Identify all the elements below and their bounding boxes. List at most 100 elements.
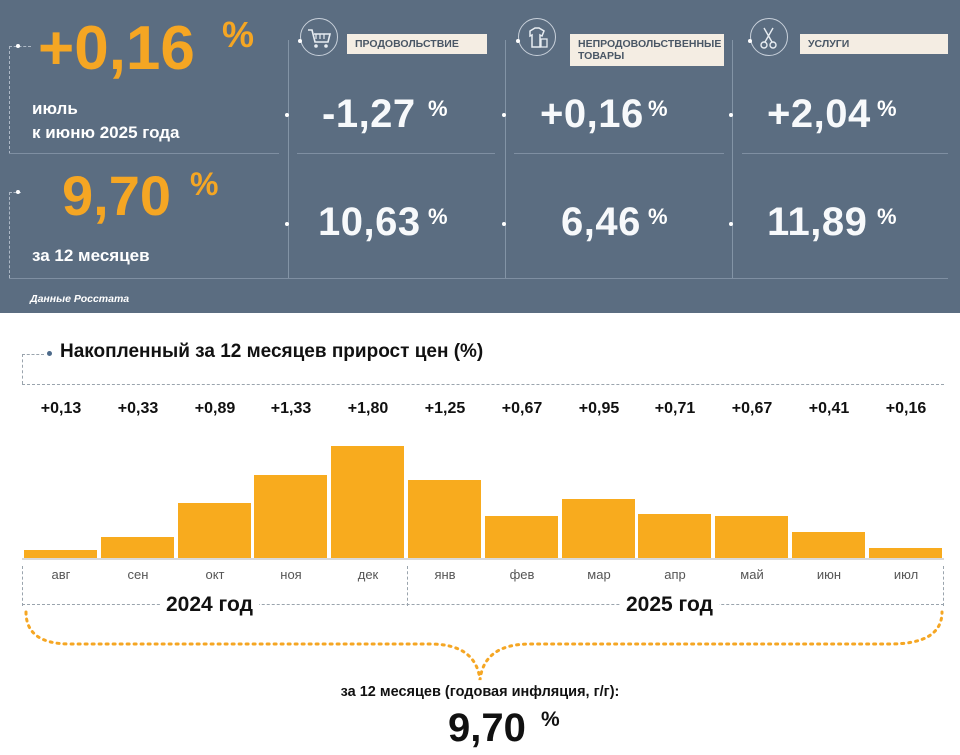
year-divider (407, 566, 408, 606)
inflation-summary-panel: +0,16 % июль к июню 2025 года 9,70 % за … (0, 0, 960, 313)
bar-мар (562, 499, 635, 558)
year-label-2024: 2024 год (160, 593, 259, 617)
services-monthly-unit: % (877, 96, 897, 121)
category-label-nonfood: НЕПРОДОВОЛЬСТВЕННЫЕ ТОВАРЫ (570, 34, 724, 66)
bullet-dot (729, 113, 733, 117)
month-label: янв (434, 567, 456, 582)
food-monthly-value: -1,27 (322, 92, 416, 136)
category-label-food: ПРОДОВОЛЬСТВИЕ (347, 34, 487, 54)
shopping-cart-icon (300, 18, 338, 56)
column-divider (505, 40, 506, 278)
value-label: +0,41 (808, 400, 850, 417)
bullet-dot (502, 222, 506, 226)
value-label: +0,33 (117, 400, 159, 417)
annual-label: за 12 месяцев (32, 246, 150, 265)
bar-фев (485, 516, 558, 558)
row-divider (9, 153, 279, 154)
title-connector (22, 354, 44, 355)
services-monthly-value: +2,04 (767, 92, 871, 136)
bar-окт (178, 503, 251, 558)
food-annual-unit: % (428, 204, 448, 229)
year-label-2025: 2025 год (620, 593, 719, 617)
category-label-services: УСЛУГИ (800, 34, 948, 54)
annual-inflation-unit: % (190, 166, 219, 202)
value-label: +0,95 (578, 400, 620, 417)
nonfood-monthly-value: +0,16 (540, 92, 644, 136)
month-label: авг (51, 567, 71, 582)
connector-line (9, 46, 31, 47)
services-annual-unit: % (877, 204, 897, 229)
row-divider (514, 153, 724, 154)
column-divider (288, 40, 289, 278)
bullet-dot (748, 39, 752, 43)
month-label: сен (127, 567, 149, 582)
month-label: ноя (280, 567, 302, 582)
summary-value: 9,70 (448, 706, 526, 750)
services-annual-value: 11,89 (767, 200, 868, 244)
bar-июл (869, 548, 942, 558)
food-monthly-unit: % (428, 96, 448, 121)
title-underline (22, 384, 944, 385)
clothes-icon (518, 18, 556, 56)
bar-янв (408, 480, 481, 558)
monthly-label-line2: к июню 2025 года (32, 123, 180, 142)
chart-baseline (22, 558, 944, 560)
nonfood-monthly-unit: % (648, 96, 668, 121)
column-divider (732, 40, 733, 278)
connector-line (9, 46, 10, 154)
nonfood-annual-value: 6,46 (561, 200, 641, 244)
axis-tick (943, 566, 944, 606)
bar-июн (792, 532, 865, 558)
value-label: +1,80 (347, 400, 389, 417)
connector-line (9, 192, 10, 278)
value-label: +0,89 (194, 400, 236, 417)
connector-line (9, 192, 21, 193)
month-label: фев (509, 567, 535, 582)
bar-дек (331, 446, 404, 558)
bullet-dot (516, 39, 520, 43)
value-label: +0,13 (40, 400, 82, 417)
nonfood-annual-unit: % (648, 204, 668, 229)
month-label: июн (816, 567, 842, 582)
year-axis-line (22, 604, 944, 605)
bullet-dot (285, 113, 289, 117)
bar-авг (24, 550, 97, 558)
month-label: дек (357, 567, 379, 582)
bar-сен (101, 537, 174, 558)
month-label: мар (587, 567, 611, 582)
chart-title: Накопленный за 12 месяцев прирост цен (%… (60, 341, 484, 362)
summary-brace (24, 610, 944, 681)
month-label: окт (205, 567, 225, 582)
bar-ноя (254, 475, 327, 558)
summary-label: за 12 месяцев (годовая инфляция, г/г): (340, 684, 620, 700)
value-label: +1,25 (424, 400, 466, 417)
bullet-dot (16, 44, 20, 48)
bullet-dot (285, 222, 289, 226)
summary-unit: % (541, 708, 560, 731)
month-label: июл (893, 567, 919, 582)
bar-май (715, 516, 788, 558)
axis-tick (22, 566, 23, 606)
annual-inflation-value: 9,70 (62, 164, 171, 227)
scissors-icon (750, 18, 788, 56)
bar-апр (638, 514, 711, 558)
bullet-dot (16, 190, 20, 194)
bullet-dot (502, 113, 506, 117)
month-label: апр (664, 567, 686, 582)
value-label: +1,33 (270, 400, 312, 417)
bullet-dot (298, 39, 302, 43)
monthly-label-line1: июль (32, 99, 78, 118)
row-divider (9, 278, 948, 279)
monthly-inflation-value: +0,16 (38, 14, 195, 83)
month-label: май (740, 567, 764, 582)
data-source: Данные Росстата (30, 293, 130, 305)
value-label: +0,16 (885, 400, 927, 417)
row-divider (742, 153, 948, 154)
title-connector (22, 354, 23, 384)
monthly-inflation-unit: % (222, 14, 255, 55)
value-label: +0,71 (654, 400, 696, 417)
value-label: +0,67 (731, 400, 773, 417)
bullet-dot (47, 351, 52, 356)
food-annual-value: 10,63 (318, 200, 421, 244)
value-label: +0,67 (501, 400, 543, 417)
